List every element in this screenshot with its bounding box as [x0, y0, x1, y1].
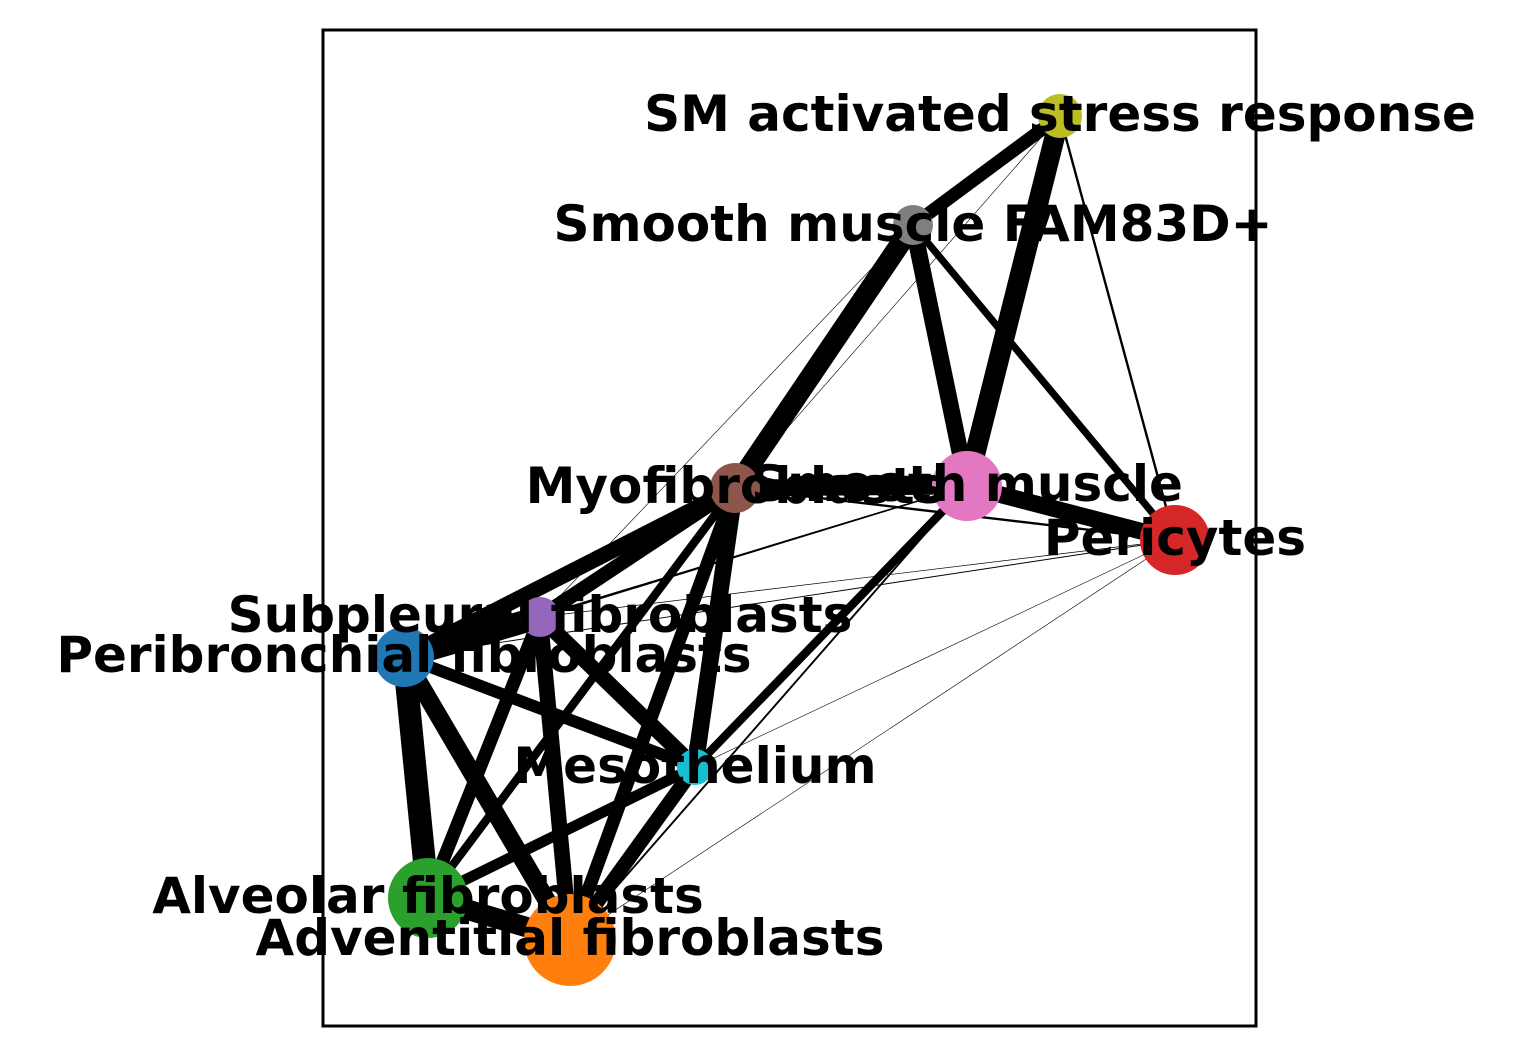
node-label-sm_fam83d: Smooth muscle FAM83D+ — [553, 195, 1272, 253]
edge-myofib-mesothelium — [686, 486, 744, 769]
edge-sm_fam83d-pericytes — [910, 222, 1178, 543]
node-sm_stress — [1038, 94, 1082, 138]
edge-sm_fam83d-myofib — [726, 219, 922, 494]
node-label-sm_stress: SM activated stress response — [644, 85, 1476, 143]
node-sm_fam83d — [893, 205, 933, 245]
edge-mesothelium-alveolar — [425, 762, 698, 903]
node-adventitial — [524, 894, 616, 986]
node-myofib — [710, 463, 760, 513]
edge-pericytes-subpleural — [539, 539, 1176, 618]
node-label-peribronchial: Peribronchial fibroblasts — [56, 626, 751, 684]
edge-subpleural-alveolar — [421, 614, 547, 901]
edge-smooth-pericytes — [964, 477, 1178, 549]
edge-peribronchial-alveolar — [392, 655, 440, 900]
edge-sm_stress-pericytes — [1058, 115, 1177, 541]
labels-layer: SM activated stress response Smooth muscl… — [56, 85, 1476, 967]
edge-sm_stress-sm_fam83d — [909, 110, 1064, 231]
edge-smooth-mesothelium — [691, 483, 971, 770]
node-peribronchial — [374, 627, 434, 687]
edge-myofib-peribronchial — [400, 481, 739, 664]
edge-myofib-alveolar — [424, 485, 739, 901]
node-mesothelium — [677, 749, 713, 785]
edge-peribronchial-adventitial — [396, 652, 578, 945]
edge-peribronchial-mesothelium — [401, 651, 698, 773]
node-label-pericytes: Pericytes — [1044, 509, 1306, 567]
edge-smooth-adventitial — [569, 485, 968, 941]
node-smooth — [932, 451, 1002, 521]
edge-sm_stress-smooth — [957, 113, 1070, 489]
node-label-subpleural: Subpleural fibroblasts — [228, 586, 853, 644]
node-label-adventitial: Adventitial fibroblasts — [256, 909, 885, 967]
edges-layer — [392, 110, 1178, 950]
edge-pericytes-adventitial — [569, 539, 1176, 941]
node-label-smooth: Smooth muscle — [751, 455, 1183, 513]
node-label-myofib: Myofibroblasts — [526, 457, 945, 515]
edge-pericytes-mesothelium — [694, 539, 1176, 768]
node-subpleural — [520, 597, 560, 637]
edge-myofib-smooth — [734, 477, 968, 497]
edge-subpleural-mesothelium — [534, 611, 701, 773]
node-alveolar — [388, 858, 468, 938]
edge-myofib-adventitial — [563, 485, 742, 943]
plot-frame — [321, 28, 1258, 1028]
edge-sm_fam83d-smooth — [904, 223, 976, 488]
nodes-layer — [374, 94, 1210, 986]
node-label-alveolar: Alveolar fibroblasts — [152, 867, 704, 925]
edge-subpleural-adventitial — [532, 616, 578, 941]
node-pericytes — [1140, 505, 1210, 575]
node-label-mesothelium: Mesothelium — [513, 737, 876, 795]
